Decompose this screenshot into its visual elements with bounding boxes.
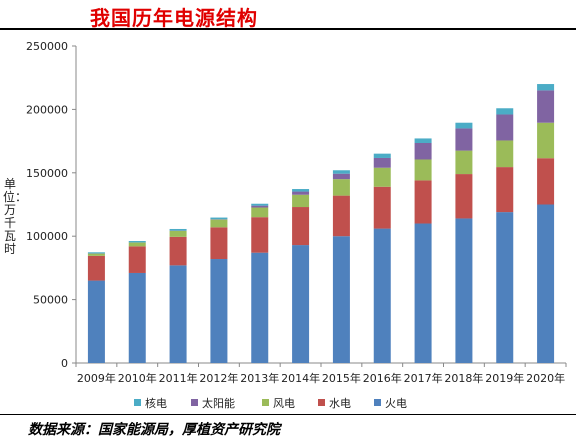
source-note: 数据来源：国家能源局，厚植资产研究院 [28, 422, 280, 438]
x-tick-label: 2014年 [281, 371, 320, 385]
bar-segment [128, 242, 146, 247]
chart-title: 我国历年电源结构 [90, 6, 258, 30]
x-tick-labels: 2009年 2010年 2011年 2012年 2013年 2014年 2015年 2016年… [77, 371, 565, 385]
y-tick-label: 0 [61, 357, 68, 370]
bar-segment [169, 265, 187, 363]
bar-segment [87, 255, 105, 281]
bar-segment [169, 230, 187, 237]
x-tick-label: 2010年 [118, 371, 157, 385]
x-tick-label: 2017年 [404, 371, 443, 385]
legend-label: 火电 [385, 397, 407, 410]
bar-segment [373, 153, 391, 158]
legend-label: 太阳能 [202, 396, 235, 410]
bar-segment [455, 150, 473, 175]
bar-segment [332, 195, 350, 237]
bar-segment [251, 252, 269, 363]
x-tick-label: 2013年 [240, 371, 279, 385]
bar-segment [210, 219, 228, 228]
bar-segment [292, 207, 310, 246]
legend: 核电 太阳能 风电 水电 火电 [134, 396, 407, 410]
legend-swatch [374, 399, 381, 406]
bar-segment [210, 227, 228, 260]
bar-segment [537, 158, 555, 205]
bar-segment [496, 140, 514, 168]
bar-segment [414, 223, 432, 363]
axes [72, 45, 567, 367]
bar-segment [292, 245, 310, 363]
bars [87, 84, 555, 363]
bar-segment [210, 217, 228, 220]
bar-segment [373, 167, 391, 187]
legend-label: 风电 [273, 397, 295, 410]
bar-segment [128, 272, 146, 363]
bar-segment [455, 122, 473, 129]
x-tick-label: 2009年 [77, 371, 116, 385]
bar-segment [332, 173, 350, 180]
bar-segment [455, 218, 473, 363]
legend-label: 核电 [145, 396, 167, 410]
bar-segment [169, 236, 187, 266]
bar-segment [496, 114, 514, 141]
legend-swatch [262, 399, 269, 406]
y-tick-labels: 0 50000 100000 150000 200000 250000 [26, 40, 68, 370]
bar-segment [455, 128, 473, 151]
bar-segment [169, 228, 187, 231]
bar-segment [537, 84, 555, 91]
bar-segment [414, 159, 432, 181]
bar-segment [414, 143, 432, 160]
stacked-bar-chart: 2009年 2010年 2011年 2012年 2013年 2014年 2015年 2016年… [26, 40, 567, 410]
title-divider [0, 28, 576, 30]
bar-segment [537, 204, 555, 363]
x-tick-label: 2019年 [485, 371, 524, 385]
bar-segment [496, 108, 514, 115]
y-tick-label: 50000 [33, 294, 68, 307]
x-tick-label: 2012年 [199, 371, 238, 385]
x-tick-label: 2015年 [322, 371, 361, 385]
bar-segment [128, 241, 146, 243]
legend-swatch [191, 399, 198, 406]
source-divider [0, 414, 576, 415]
bar-segment [496, 167, 514, 213]
bar-segment [373, 228, 391, 363]
x-tick-label: 2018年 [444, 371, 483, 385]
bar-segment [251, 203, 269, 206]
bar-segment [332, 179, 350, 196]
bar-segment [332, 170, 350, 174]
bar-segment [210, 259, 228, 363]
bar-segment [414, 138, 432, 144]
bar-segment [292, 191, 310, 195]
bar-segment [332, 236, 350, 363]
y-tick-label: 100000 [26, 230, 68, 243]
bar-segment [87, 253, 105, 256]
y-axis-label: 单位：万千瓦时 [3, 177, 28, 256]
legend-swatch [134, 399, 141, 406]
y-tick-label: 250000 [26, 40, 68, 53]
bar-segment [251, 217, 269, 253]
bar-segment [87, 252, 105, 254]
bar-segment [414, 180, 432, 224]
legend-swatch [318, 399, 325, 406]
bar-segment [373, 186, 391, 229]
bar-segment [87, 280, 105, 363]
bar-segment [292, 189, 310, 192]
bar-segment [128, 246, 146, 273]
x-tick-label: 2020年 [526, 371, 565, 385]
y-tick-label: 200000 [26, 103, 68, 116]
y-tick-label: 150000 [26, 167, 68, 180]
bar-segment [251, 205, 269, 208]
bar-segment [537, 90, 555, 123]
x-tick-label: 2011年 [159, 371, 198, 385]
x-tick-label: 2016年 [363, 371, 402, 385]
bar-segment [292, 194, 310, 208]
bar-segment [537, 122, 555, 159]
bar-segment [455, 174, 473, 219]
bar-segment [373, 157, 391, 168]
bar-segment [251, 207, 269, 218]
legend-label: 水电 [329, 397, 351, 410]
bar-segment [496, 212, 514, 363]
